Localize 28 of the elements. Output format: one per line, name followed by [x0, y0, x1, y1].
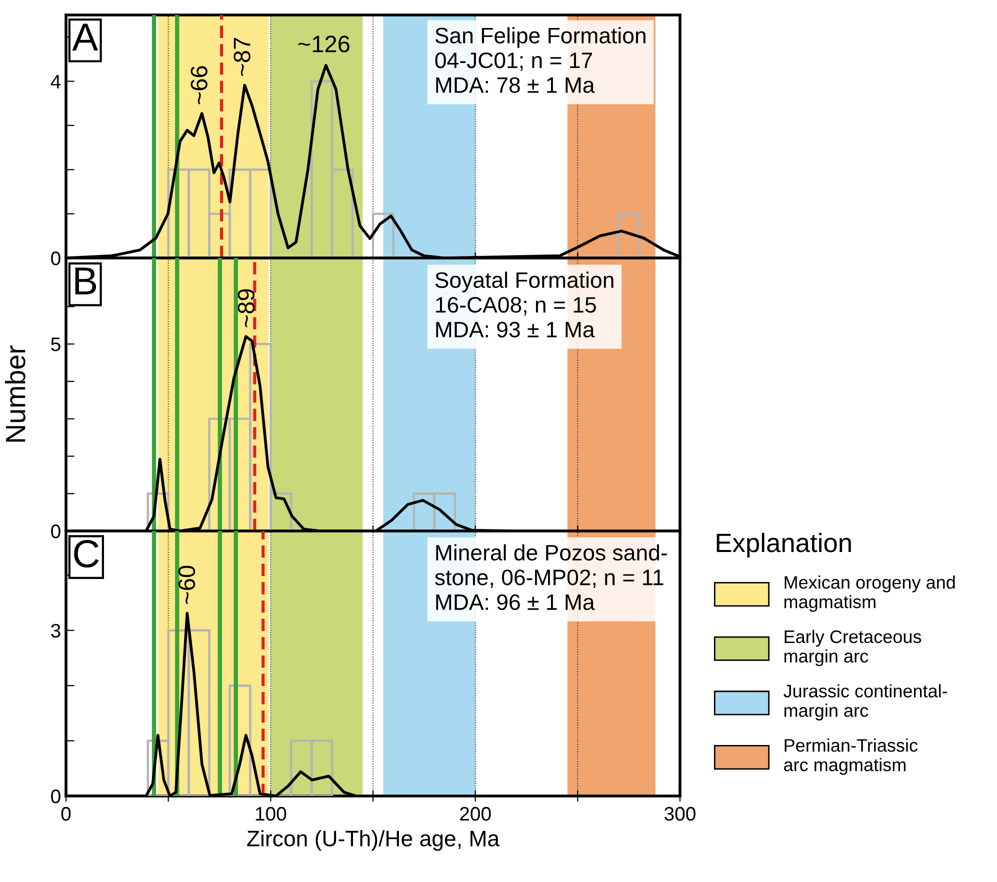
annotation: ~66 — [190, 66, 208, 104]
legend-label: Mexican orogeny and magmatism — [784, 576, 955, 612]
x-tick-label: 300 — [664, 806, 696, 821]
legend-title: Explanation — [716, 532, 851, 558]
legend-label: Jurassic continental- margin arc — [784, 684, 948, 720]
x-tick-label: 200 — [460, 806, 491, 821]
annotation: C — [74, 540, 99, 568]
y-axis-title: Number — [4, 346, 26, 442]
y-tick-label: 0 — [51, 524, 60, 538]
legend-label: Early Cretaceous margin arc — [784, 630, 922, 666]
x-tick-label: 100 — [256, 806, 286, 821]
x-tick-label: 0 — [61, 806, 71, 821]
y-tick-label: 5 — [51, 338, 60, 352]
annotation: ~89 — [238, 289, 254, 328]
x-axis-title: Zircon (U-Th)/He age, Ma — [247, 830, 500, 851]
annotation: Soyatal Formation 16-CA08; n = 15 MDA: 93 ± 1 Ma — [435, 272, 614, 338]
annotation: B — [75, 268, 96, 294]
annotation: ~87 — [234, 38, 250, 76]
y-tick-label: 0 — [51, 789, 60, 804]
legend-label: Permian-Triassic arc magmatism — [784, 738, 918, 775]
annotation: ~126 — [298, 36, 350, 52]
y-tick-label: 4 — [50, 74, 61, 88]
annotation: A — [72, 24, 98, 50]
y-tick-label: 0 — [51, 251, 60, 266]
annotation: San Felipe Formation 04-JC01; n = 17 MDA: 78 ± 1 Ma — [435, 27, 646, 93]
annotation: ~60 — [178, 566, 196, 604]
annotation: Mineral de Pozos sand- stone, 06-MP02; n = 11 MDA: 96 ± 1 Ma — [435, 544, 667, 610]
y-tick-label: 3 — [51, 624, 60, 638]
